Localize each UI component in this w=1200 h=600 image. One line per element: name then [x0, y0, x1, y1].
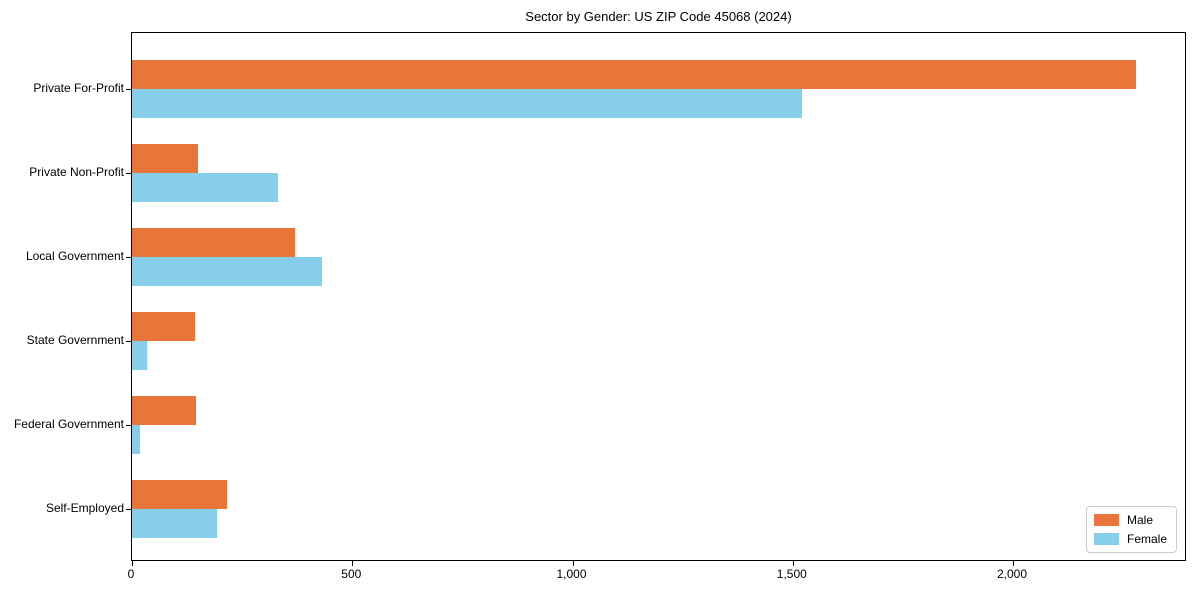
legend-swatch-female — [1093, 533, 1119, 545]
x-axis-tick-label-0: 0 — [127, 567, 135, 581]
x-axis-tick-label-500: 500 — [341, 567, 362, 581]
x-axis-tick-label-1500: 1,500 — [776, 567, 807, 581]
x-axis-tick-0 — [132, 561, 133, 566]
y-axis-label-private-for-profit: Private For-Profit — [33, 81, 124, 95]
legend-swatch-male — [1093, 514, 1119, 526]
y-axis-label-private-non-profit: Private Non-Profit — [29, 165, 124, 179]
y-axis-label-local-government: Local Government — [25, 249, 124, 263]
bar-male-state-government — [132, 312, 196, 341]
bar-male-private-non-profit — [132, 144, 199, 173]
chart-title: Sector by Gender: US ZIP Code 45068 (202… — [525, 9, 792, 24]
bar-female-state-government — [132, 341, 147, 370]
x-axis-tick-label-1000: 1,000 — [556, 567, 587, 581]
bar-male-federal-government — [132, 396, 196, 425]
y-axis-label-self-employed: Self-Employed — [45, 501, 124, 515]
x-axis-tick-2000 — [1013, 561, 1014, 566]
y-axis-tick-self-employed — [126, 509, 131, 510]
bar-female-self-employed — [132, 509, 217, 538]
bar-male-local-government — [132, 228, 295, 257]
y-axis-tick-private-for-profit — [126, 89, 131, 90]
legend-label-female: Female — [1126, 532, 1167, 546]
y-axis-tick-private-non-profit — [126, 173, 131, 174]
x-axis-tick-1000 — [572, 561, 574, 566]
y-axis-tick-federal-government — [126, 425, 131, 426]
legend: Male Female — [1085, 506, 1177, 553]
bar-female-private-non-profit — [132, 173, 279, 202]
bar-female-private-for-profit — [132, 89, 802, 118]
y-axis-tick-local-government — [126, 257, 131, 258]
bar-male-private-for-profit — [132, 60, 1137, 89]
bar-female-federal-government — [132, 425, 140, 454]
y-axis-tick-state-government — [126, 341, 131, 342]
plot-area: Male Female — [126, 32, 1186, 566]
x-axis-tick-500 — [352, 561, 354, 566]
y-axis-label-state-government: State Government — [26, 333, 124, 347]
y-axis-label-federal-government: Federal Government — [13, 417, 124, 431]
x-axis-tick-1500 — [792, 561, 794, 566]
legend-item-female: Female — [1093, 532, 1167, 546]
legend-label-male: Male — [1126, 513, 1153, 527]
legend-item-male: Male — [1093, 513, 1167, 527]
bar-male-self-employed — [132, 480, 227, 509]
bar-female-local-government — [132, 257, 323, 286]
x-axis-tick-label-2000: 2,000 — [996, 567, 1028, 581]
